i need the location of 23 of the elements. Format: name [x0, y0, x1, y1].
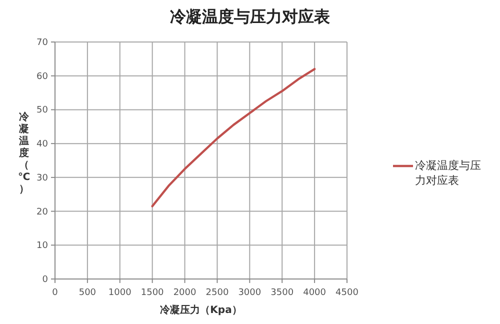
x-tick-label: 4500	[336, 288, 359, 298]
legend-label: 冷凝温度与压力对应表	[415, 158, 482, 188]
x-tick-label: 3000	[238, 288, 262, 298]
x-axis-title: 冷凝压力（Kpa）	[160, 304, 242, 316]
x-tick-label: 1000	[108, 288, 132, 298]
x-tick-label: 4000	[303, 288, 326, 298]
y-tick-label: 40	[36, 140, 48, 150]
x-tick-label: 2500	[206, 288, 229, 298]
y-tick-label: 70	[36, 38, 48, 48]
y-tick-label: 60	[36, 72, 48, 82]
y-tick-label: 20	[36, 207, 48, 218]
y-tick-label: 50	[36, 106, 48, 116]
y-tick-label: 10	[36, 241, 48, 252]
line-series	[151, 68, 316, 208]
chart-title: 冷凝温度与压力对应表	[170, 7, 331, 26]
x-tick-label: 3500	[270, 288, 294, 298]
y-tick-label: 0	[42, 275, 48, 285]
y-tick-label: 30	[36, 173, 48, 184]
x-tick-label: 500	[78, 288, 96, 298]
x-tick-label: 0	[52, 288, 58, 298]
x-tick-label: 1500	[140, 288, 164, 298]
y-axis-title: 冷凝温度（℃）	[18, 111, 30, 195]
x-tick-label: 2000	[173, 288, 197, 298]
